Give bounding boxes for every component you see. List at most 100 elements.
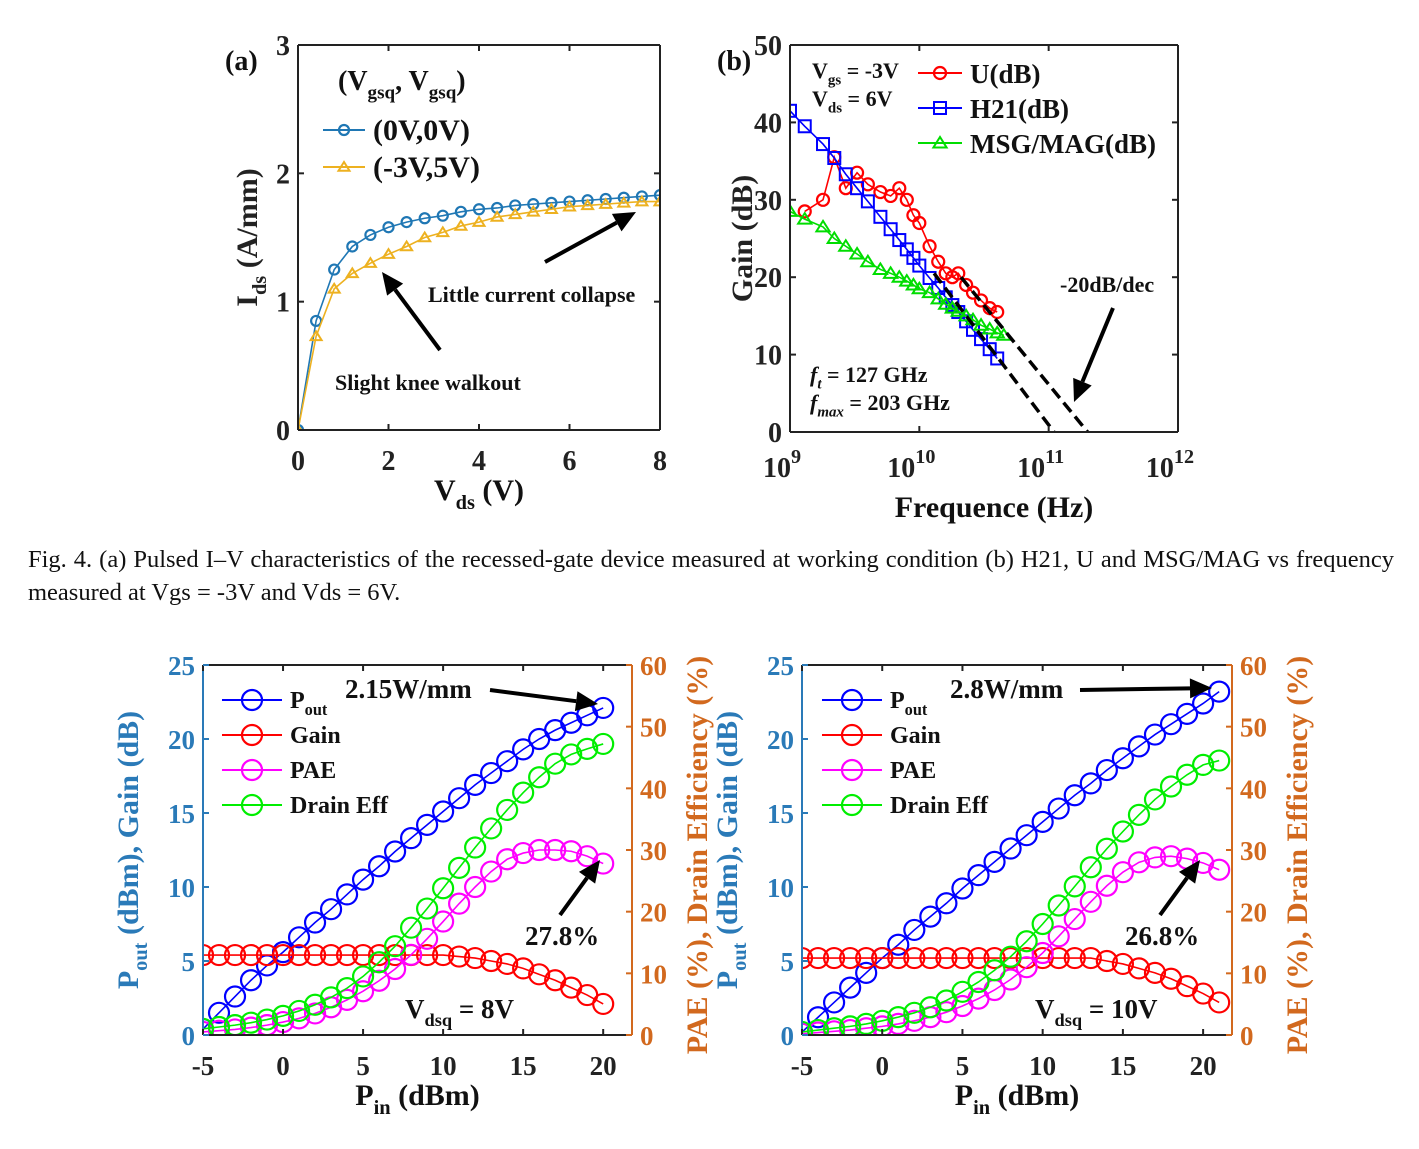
x-tick-label: 0 <box>291 446 305 477</box>
y-tick-label-right: 30 <box>1240 836 1267 866</box>
data-point <box>1031 810 1054 833</box>
legend-item: PAE <box>222 758 336 784</box>
data-point <box>931 254 946 269</box>
y-axis-label-part: (A/mm) <box>231 168 264 275</box>
legend-marker <box>240 758 264 782</box>
x-tick-label: 20 <box>590 1051 617 1081</box>
bias-vdsq-part: = 8V <box>452 994 514 1024</box>
data-point <box>344 266 360 279</box>
data-point <box>1111 952 1134 976</box>
y-tick-label: 2 <box>276 159 290 190</box>
y-axis-label: Gain (dB) <box>726 175 759 303</box>
data-point <box>223 985 247 1008</box>
legend-title-part: , V <box>395 66 429 97</box>
data-point <box>871 261 889 275</box>
series-line <box>932 272 1056 432</box>
data-point <box>883 188 898 204</box>
series-layer <box>203 696 615 1035</box>
data-point <box>367 969 391 992</box>
data-point <box>990 351 1005 366</box>
y-tick-label: 0 <box>768 418 782 449</box>
x-tick-label: 1010 <box>887 446 935 484</box>
legend-label-part: Gain <box>890 723 941 749</box>
legend-item: U(dB) <box>918 59 1041 89</box>
x-tick-label-base: 10 <box>763 453 791 484</box>
series-layer <box>802 680 1231 1035</box>
data-point <box>951 946 974 970</box>
legend-item: Gain <box>822 723 941 749</box>
bias-vdsq: Vdsq = 10V <box>1035 994 1158 1030</box>
x-tick-label: 5 <box>356 1051 370 1081</box>
data-point <box>453 219 469 231</box>
legend-label: Drain Eff <box>890 793 989 819</box>
data-point <box>576 737 599 760</box>
x-axis-label: Vds (V) <box>434 474 524 514</box>
legend-label-part: P <box>890 688 905 714</box>
data-point <box>972 317 990 331</box>
data-point <box>652 194 660 207</box>
data-point <box>790 103 797 118</box>
x-tick-label-exp: 10 <box>915 446 935 468</box>
data-point <box>838 167 853 182</box>
y-tick-label: 0 <box>781 1021 795 1051</box>
y-axis-label-right: PAE (%), Drain Efficiency (%) <box>1281 656 1314 1055</box>
data-point <box>1079 856 1102 879</box>
legend-label: Pout <box>890 688 928 719</box>
data-point <box>223 1014 247 1035</box>
data-point <box>346 240 359 253</box>
data-point <box>957 308 975 322</box>
x-tick-label-exp: 9 <box>791 446 801 468</box>
arrow-knee-head <box>382 272 404 296</box>
data-point <box>381 247 396 259</box>
data-point <box>364 228 377 242</box>
arrow-knee-shaft <box>393 288 442 352</box>
data-point <box>806 946 830 970</box>
data-point <box>816 137 831 152</box>
data-point <box>935 892 958 915</box>
y-tick-label: 3 <box>276 31 290 62</box>
data-point <box>903 1009 926 1032</box>
y-axis-label-right: PAE (%), Drain Efficiency (%) <box>681 656 714 1055</box>
x-axis-label-part: V <box>434 474 456 507</box>
y-tick-label-right: 30 <box>640 836 667 866</box>
legend-title: (Vgsq, Vgsq) <box>338 66 466 103</box>
data-point <box>328 263 341 276</box>
data-point <box>255 1008 279 1031</box>
data-point <box>967 970 990 994</box>
legend-label-part: out <box>305 700 328 719</box>
data-point <box>545 196 558 209</box>
x-tick-label-base: 10 <box>887 453 915 484</box>
data-point <box>951 877 974 900</box>
data-point <box>203 1017 215 1035</box>
data-point <box>512 841 535 865</box>
data-point <box>580 198 595 211</box>
data-point <box>496 750 519 773</box>
y-tick-label: 5 <box>781 947 795 977</box>
data-point <box>383 840 407 863</box>
data-point <box>1111 747 1134 770</box>
data-point <box>1063 946 1086 970</box>
y-tick-label: 50 <box>754 31 782 62</box>
data-point <box>416 897 439 920</box>
y-axis-label-part: out <box>729 942 751 971</box>
data-point <box>560 840 583 863</box>
fmax-label-part: = 203 GHz <box>844 390 950 415</box>
data-point <box>480 860 503 883</box>
bias-vgs: Vgs = -3V <box>812 58 899 89</box>
x-tick-label: 109 <box>763 446 801 484</box>
arrow-pae-head <box>578 860 600 884</box>
data-point <box>319 898 343 921</box>
x-tick-label: 15 <box>510 1051 537 1081</box>
y-tick-label-right: 0 <box>640 1021 654 1051</box>
y-axis-label: Pout (dBm), Gain (dB) <box>711 711 751 989</box>
y-axis-label-part: P <box>112 971 145 989</box>
y-tick-label: 10 <box>754 341 782 372</box>
data-point <box>598 197 614 209</box>
fmax-label-part: max <box>817 405 844 421</box>
y-tick-label: 25 <box>767 651 794 681</box>
arrow-power-shaft <box>1079 686 1191 692</box>
y-tick-label: 15 <box>767 799 794 829</box>
annotation-knee-walkout: Slight knee walkout <box>335 370 521 395</box>
